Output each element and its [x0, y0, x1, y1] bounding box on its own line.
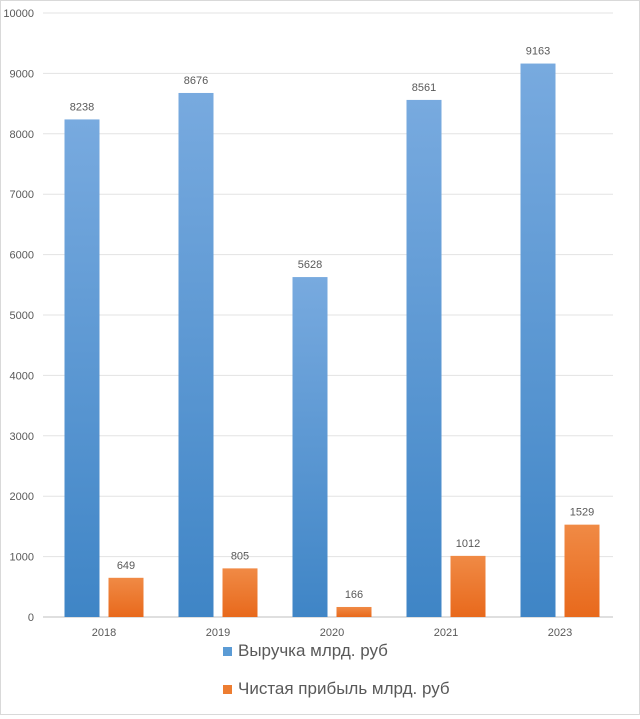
bar — [520, 63, 556, 617]
y-tick-label: 2000 — [10, 491, 34, 503]
y-tick-label: 9000 — [10, 68, 34, 80]
bar — [564, 524, 600, 617]
data-label: 8561 — [412, 82, 436, 94]
y-tick-label: 1000 — [10, 552, 34, 564]
data-label: 8676 — [184, 75, 208, 87]
data-label: 1529 — [570, 507, 594, 519]
y-tick-label: 6000 — [10, 250, 34, 262]
data-label: 805 — [231, 550, 249, 562]
y-tick-label: 3000 — [10, 431, 34, 443]
y-tick-label: 8000 — [10, 129, 34, 141]
y-tick-label: 4000 — [10, 370, 34, 382]
bar — [178, 92, 214, 617]
bar — [450, 555, 486, 617]
data-label: 1012 — [456, 538, 480, 550]
y-tick-label: 0 — [28, 612, 34, 624]
data-label: 649 — [117, 560, 135, 572]
x-tick-label: 2018 — [92, 627, 116, 639]
legend: Выручка млрд. руб Чистая прибыль млрд. р… — [223, 639, 450, 715]
y-tick-label: 10000 — [3, 8, 34, 20]
bar — [336, 606, 372, 617]
bar — [108, 577, 144, 617]
y-tick-label: 5000 — [10, 310, 34, 322]
data-label: 166 — [345, 589, 363, 601]
bar — [406, 99, 442, 618]
legend-item-revenue: Выручка млрд. руб — [223, 639, 450, 663]
bar — [292, 277, 328, 617]
legend-label-revenue: Выручка млрд. руб — [238, 641, 388, 660]
x-tick-label: 2021 — [434, 627, 458, 639]
bar — [64, 119, 100, 617]
bar — [222, 568, 258, 617]
legend-swatch-revenue — [223, 646, 232, 656]
data-label: 8238 — [70, 101, 94, 113]
x-tick-label: 2023 — [548, 627, 572, 639]
legend-label-profit: Чистая прибыль млрд. руб — [238, 679, 450, 698]
legend-swatch-profit — [223, 684, 232, 694]
data-label: 5628 — [298, 259, 322, 271]
data-label: 9163 — [526, 46, 550, 58]
x-tick-label: 2020 — [320, 627, 344, 639]
x-tick-label: 2019 — [206, 627, 230, 639]
legend-item-profit: Чистая прибыль млрд. руб — [223, 677, 450, 701]
y-tick-label: 7000 — [10, 189, 34, 201]
